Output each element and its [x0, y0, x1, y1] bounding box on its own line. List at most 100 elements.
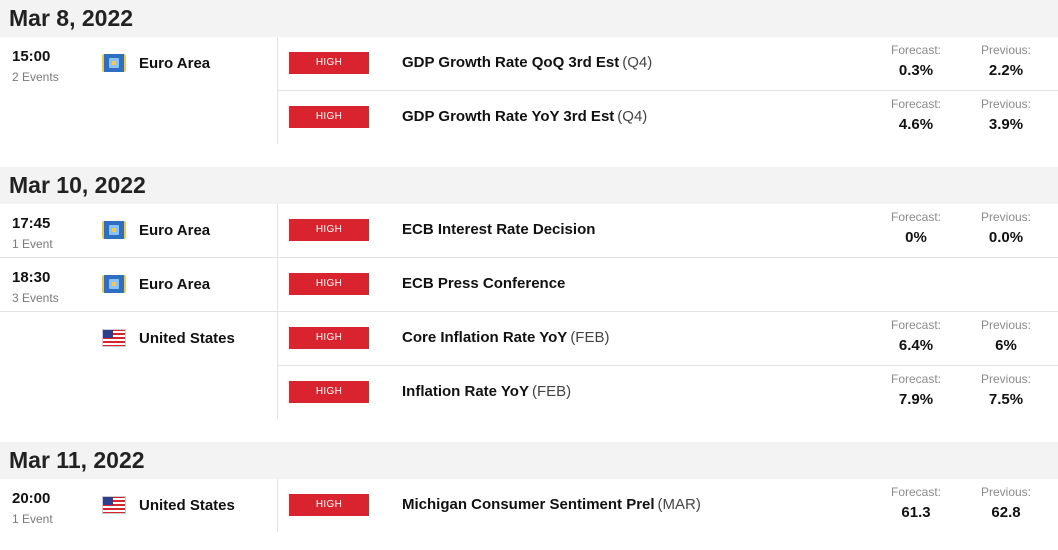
- country: Euro Area: [102, 54, 210, 72]
- day-section: Mar 8, 2022 15:00 2 Events Euro Area HIGH GDP…: [0, 0, 1058, 144]
- event-title[interactable]: Inflation Rate YoY (FEB): [402, 383, 571, 400]
- event-row[interactable]: HIGH GDP Growth Rate YoY 3rd Est (Q4) Forec…: [278, 90, 1058, 144]
- country: Euro Area: [102, 275, 210, 293]
- event-row[interactable]: HIGH ECB Interest Rate Decision Forecast: 0…: [278, 204, 1058, 257]
- event-name: ECB Interest Rate Decision: [402, 221, 596, 238]
- forecast-stat: Forecast: 7.9%: [871, 372, 961, 409]
- forecast-value: 61.3: [901, 504, 931, 521]
- events-count: 2 Events: [12, 70, 59, 84]
- forecast-label: Forecast:: [890, 372, 941, 386]
- event-row[interactable]: HIGH Michigan Consumer Sentiment Prel (MAR…: [278, 479, 1058, 532]
- event-name: GDP Growth Rate QoQ 3rd Est: [402, 54, 620, 71]
- event-name: Core Inflation Rate YoY: [402, 329, 568, 346]
- event-list: HIGH GDP Growth Rate QoQ 3rd Est (Q4) Forec…: [277, 37, 1058, 144]
- country: United States: [102, 496, 235, 514]
- previous-stat: Previous: 2.2%: [961, 43, 1051, 80]
- country-block: Euro Area HIGH ECB Interest Rate Decision F…: [0, 204, 1058, 257]
- forecast-stat: Forecast: 0.3%: [871, 43, 961, 80]
- event-row[interactable]: HIGH GDP Growth Rate QoQ 3rd Est (Q4) Forec…: [278, 37, 1058, 90]
- event-title[interactable]: ECB Interest Rate Decision: [402, 221, 595, 238]
- forecast-label: Forecast:: [890, 97, 941, 111]
- time-group: 18:30 3 Events Euro Area HIGH ECB Press Conf…: [0, 257, 1058, 419]
- previous-value: 62.8: [991, 504, 1021, 521]
- country-name: Euro Area: [139, 275, 211, 293]
- event-title[interactable]: Core Inflation Rate YoY (FEB): [402, 329, 609, 346]
- previous-label: Previous:: [980, 210, 1032, 224]
- event-period: (Q4): [622, 54, 653, 71]
- events-count: 1 Event: [12, 512, 53, 526]
- forecast-stat: Forecast: 6.4%: [871, 318, 961, 355]
- previous-stat: Previous: 62.8: [961, 485, 1051, 522]
- previous-label: Previous:: [980, 97, 1032, 111]
- country-name: Euro Area: [139, 54, 211, 72]
- previous-value: 2.2%: [988, 62, 1024, 79]
- event-time: 20:00: [12, 490, 51, 507]
- forecast-label: Forecast:: [890, 318, 941, 332]
- forecast-value: 7.9%: [898, 391, 934, 408]
- event-title[interactable]: GDP Growth Rate QoQ 3rd Est (Q4): [402, 54, 652, 71]
- impact-badge: HIGH: [289, 273, 369, 295]
- date-header: Mar 8, 2022: [0, 0, 1058, 37]
- euro-area-flag-icon: [102, 221, 126, 239]
- previous-stat: Previous: 7.5%: [961, 372, 1051, 409]
- event-name: ECB Press Conference: [402, 275, 566, 292]
- event-title[interactable]: ECB Press Conference: [402, 275, 565, 292]
- previous-label: Previous:: [980, 318, 1032, 332]
- country-name: United States: [139, 329, 235, 347]
- events-count: 1 Event: [12, 237, 53, 251]
- impact-badge: HIGH: [289, 381, 369, 403]
- event-period: (MAR): [657, 496, 701, 513]
- event-row[interactable]: HIGH Core Inflation Rate YoY (FEB) Forecast…: [278, 312, 1058, 365]
- previous-value: 6%: [995, 337, 1017, 354]
- time-group: 20:00 1 Event United States HIGH Michigan Co…: [0, 479, 1058, 532]
- event-list: HIGH Core Inflation Rate YoY (FEB) Forecast…: [277, 312, 1058, 419]
- previous-label: Previous:: [980, 485, 1032, 499]
- euro-area-flag-icon: [102, 54, 126, 72]
- previous-value: 7.5%: [988, 391, 1024, 408]
- forecast-stat: Forecast: 61.3: [871, 485, 961, 522]
- forecast-label: Forecast:: [890, 485, 941, 499]
- event-time: 18:30: [12, 269, 51, 286]
- previous-label: Previous:: [980, 43, 1032, 57]
- forecast-value: 0%: [905, 229, 927, 246]
- country: Euro Area: [102, 221, 210, 239]
- time-group: 15:00 2 Events Euro Area HIGH GDP Growth Rat…: [0, 37, 1058, 144]
- forecast-value: 6.4%: [898, 337, 934, 354]
- event-period: (Q4): [617, 108, 648, 125]
- date-header: Mar 10, 2022: [0, 167, 1058, 204]
- event-list: HIGH ECB Press Conference: [277, 258, 1058, 311]
- economic-calendar: Mar 8, 2022 15:00 2 Events Euro Area HIGH GDP…: [0, 0, 1058, 532]
- country-block: United States HIGH Core Inflation Rate YoY…: [0, 311, 1058, 419]
- event-title[interactable]: Michigan Consumer Sentiment Prel (MAR): [402, 496, 701, 513]
- event-name: GDP Growth Rate YoY 3rd Est: [402, 108, 615, 125]
- country-block: Euro Area HIGH GDP Growth Rate QoQ 3rd Est…: [0, 37, 1058, 144]
- time-column: 18:30 3 Events: [12, 269, 59, 305]
- forecast-label: Forecast:: [890, 210, 941, 224]
- impact-badge: HIGH: [289, 106, 369, 128]
- event-title[interactable]: GDP Growth Rate YoY 3rd Est (Q4): [402, 108, 647, 125]
- day-spacer: [0, 419, 1058, 442]
- event-row[interactable]: HIGH ECB Press Conference: [278, 258, 1058, 311]
- previous-label: Previous:: [980, 372, 1032, 386]
- time-column: 17:45 1 Event: [12, 215, 53, 251]
- day-spacer: [0, 144, 1058, 167]
- impact-badge: HIGH: [289, 494, 369, 516]
- time-group: 17:45 1 Event Euro Area HIGH ECB Interest Ra…: [0, 204, 1058, 257]
- event-period: (FEB): [531, 383, 572, 400]
- forecast-value: 0.3%: [898, 62, 934, 79]
- united-states-flag-icon: [102, 496, 126, 514]
- time-column: 20:00 1 Event: [12, 490, 53, 526]
- impact-badge: HIGH: [289, 219, 369, 241]
- event-list: HIGH Michigan Consumer Sentiment Prel (MAR…: [277, 479, 1058, 532]
- impact-badge: HIGH: [289, 52, 369, 74]
- previous-stat: Previous: 3.9%: [961, 97, 1051, 134]
- country-name: United States: [139, 496, 235, 514]
- previous-value: 3.9%: [988, 116, 1024, 133]
- event-row[interactable]: HIGH Inflation Rate YoY (FEB) Forecast: 7.9%…: [278, 365, 1058, 419]
- forecast-stat: Forecast: 4.6%: [871, 97, 961, 134]
- date-header: Mar 11, 2022: [0, 442, 1058, 479]
- time-column: 15:00 2 Events: [12, 48, 59, 84]
- event-time: 15:00: [12, 48, 51, 65]
- forecast-stat: Forecast: 0%: [871, 210, 961, 247]
- event-period: (FEB): [570, 329, 610, 346]
